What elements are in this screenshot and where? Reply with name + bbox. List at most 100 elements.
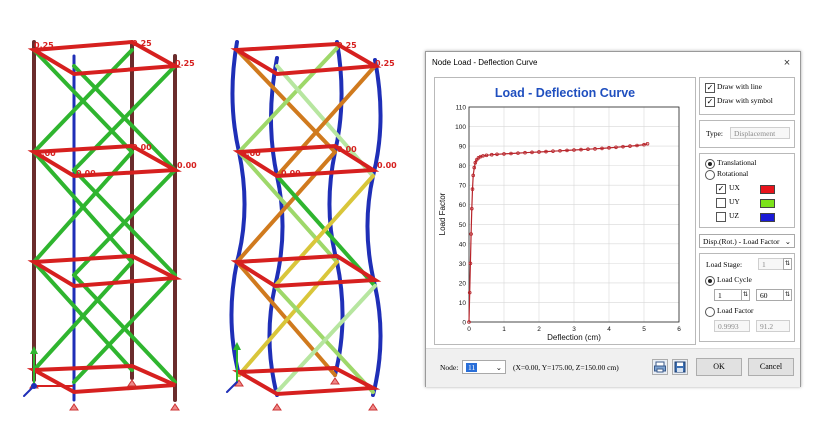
node-select[interactable]: 11 ⌄ — [462, 360, 506, 374]
translational-radio[interactable] — [705, 159, 715, 169]
load-stage-label: Load Stage: — [706, 260, 743, 269]
node-label-r2: 0.00 — [241, 149, 261, 158]
data-point — [635, 143, 639, 148]
component-panel: Translational Rotational ✓ UX UY UZ — [699, 153, 795, 228]
save-icon[interactable] — [672, 359, 688, 375]
series-line — [468, 143, 648, 323]
data-point — [642, 142, 646, 147]
cancel-button[interactable]: Cancel — [748, 358, 794, 376]
node-label-r5: 0.00 — [281, 169, 301, 178]
load-stage-spinner[interactable]: ⇅ — [783, 258, 792, 270]
bottom-bar: Node: 11 ⌄ (X=0.00, Y=175.00, Z=150.00 c… — [426, 348, 800, 387]
node-label-r0: 0.25 — [337, 41, 357, 50]
data-point — [558, 148, 562, 153]
uy-label: UY — [729, 197, 740, 206]
data-point — [537, 150, 541, 154]
node-coordinates: (X=0.00, Y=175.00, Z=150.00 cm) — [513, 363, 619, 372]
series-markers — [467, 141, 650, 324]
type-select[interactable]: Displacement — [730, 127, 790, 139]
data-point — [470, 187, 475, 191]
node-label-6: 0.00 — [76, 169, 96, 178]
data-point — [468, 261, 473, 266]
data-point — [523, 150, 527, 155]
data-point — [516, 151, 520, 155]
data-point — [509, 151, 513, 156]
data-point — [586, 147, 590, 152]
ux-color-swatch[interactable] — [760, 185, 775, 194]
y-tick-label: 50 — [459, 222, 467, 229]
load-factor-to-input[interactable]: 91.2 — [756, 320, 790, 332]
chart-panel: Load - Deflection Curve 0 10 20 30 40 50 60 70 8… — [434, 77, 696, 345]
load-factor-from-input[interactable]: 0.9993 — [714, 320, 750, 332]
data-point — [600, 146, 604, 151]
draw-with-line-checkbox[interactable]: ✓ — [705, 83, 715, 93]
x-axis-ticks: 0 1 2 3 4 5 6 — [467, 326, 681, 333]
type-panel: Type: Displacement — [699, 120, 795, 148]
uz-color-swatch[interactable] — [760, 213, 775, 222]
load-cycle-from-input[interactable]: 1 — [714, 289, 742, 301]
print-icon[interactable] — [652, 359, 668, 375]
x-tick-label: 4 — [607, 326, 611, 333]
rotational-radio[interactable] — [705, 170, 715, 180]
load-cycle-to-spinner[interactable]: ⇅ — [783, 289, 792, 301]
chevron-down-icon: ⌄ — [495, 363, 502, 372]
y-tick-label: 40 — [459, 241, 467, 248]
x-tick-label: 1 — [502, 326, 506, 333]
load-cycle-from-spinner[interactable]: ⇅ — [741, 289, 750, 301]
data-point — [628, 144, 632, 148]
node-label-2: 0.25 — [175, 59, 195, 68]
ux-label: UX — [729, 183, 740, 192]
y-tick-label: 90 — [459, 144, 467, 151]
data-point — [579, 147, 583, 152]
load-cycle-radio[interactable] — [705, 276, 715, 286]
uz-label: UZ — [729, 211, 739, 220]
plot-area-border — [468, 106, 680, 323]
load-deflection-chart: Load - Deflection Curve 0102030405060708… — [438, 86, 681, 342]
load-cycle-to-input[interactable]: 60 — [756, 289, 784, 301]
y-tick-label: 80 — [459, 163, 467, 170]
data-point — [469, 206, 474, 211]
node-label-5: 0.00 — [177, 161, 197, 170]
x-tick-label: 2 — [537, 326, 541, 333]
node-label-r4: 0.00 — [377, 161, 397, 170]
rotational-label: Rotational — [717, 169, 749, 178]
y-axis-label: Load Factor — [438, 192, 447, 235]
draw-with-symbol-checkbox[interactable]: ✓ — [705, 97, 715, 107]
load-deflection-dialog: Node Load - Deflection Curve × Load - De… — [425, 51, 801, 387]
node-label-1: 0.25 — [132, 39, 152, 48]
node-label-r3: 0.00 — [337, 145, 357, 154]
data-point — [489, 152, 494, 157]
data-point — [565, 148, 569, 153]
uy-color-swatch[interactable] — [760, 199, 775, 208]
data-point — [474, 157, 479, 162]
y-tick-label: 70 — [459, 183, 467, 190]
load-factor-radio[interactable] — [705, 307, 715, 317]
data-point — [544, 149, 548, 154]
load-stage-input[interactable]: 1 — [758, 258, 784, 270]
y-tick-label: 30 — [459, 261, 467, 268]
load-cycle-label: Load Cycle — [717, 275, 752, 284]
close-icon[interactable]: × — [783, 57, 791, 69]
data-point — [481, 154, 485, 158]
data-point — [469, 232, 473, 236]
structure-model-left: 0.25 0.25 0.25 0.00 0.00 0.00 0.00 — [23, 39, 197, 411]
data-point — [607, 146, 611, 150]
y-tick-label: 10 — [459, 300, 467, 307]
node-label-4: 0.00 — [132, 143, 152, 152]
dialog-titlebar[interactable]: Node Load - Deflection Curve × — [426, 52, 800, 74]
node-label-r1: 0.25 — [375, 59, 395, 68]
y-axis-ticks: 0 10 20 30 40 50 60 70 80 90 100 110 — [455, 105, 466, 327]
data-point — [495, 152, 499, 157]
load-panel: Load Stage: 1 ⇅ Load Cycle 1 ⇅ 60 ⇅ Load… — [699, 253, 795, 342]
translational-label: Translational — [717, 158, 757, 167]
x-tick-label: 6 — [677, 326, 681, 333]
uy-checkbox[interactable] — [716, 198, 726, 208]
draw-with-line-label: Draw with line — [717, 82, 762, 91]
data-point — [530, 150, 534, 155]
draw-with-symbol-label: Draw with symbol — [717, 96, 773, 105]
draw-options-panel: ✓ Draw with line ✓ Draw with symbol — [699, 77, 795, 115]
disp-load-factor-select[interactable]: Disp.(Rot.) - Load Factor ⌄ — [699, 234, 795, 248]
ux-checkbox[interactable]: ✓ — [716, 184, 726, 194]
ok-button[interactable]: OK — [696, 358, 742, 376]
uz-checkbox[interactable] — [716, 212, 726, 222]
